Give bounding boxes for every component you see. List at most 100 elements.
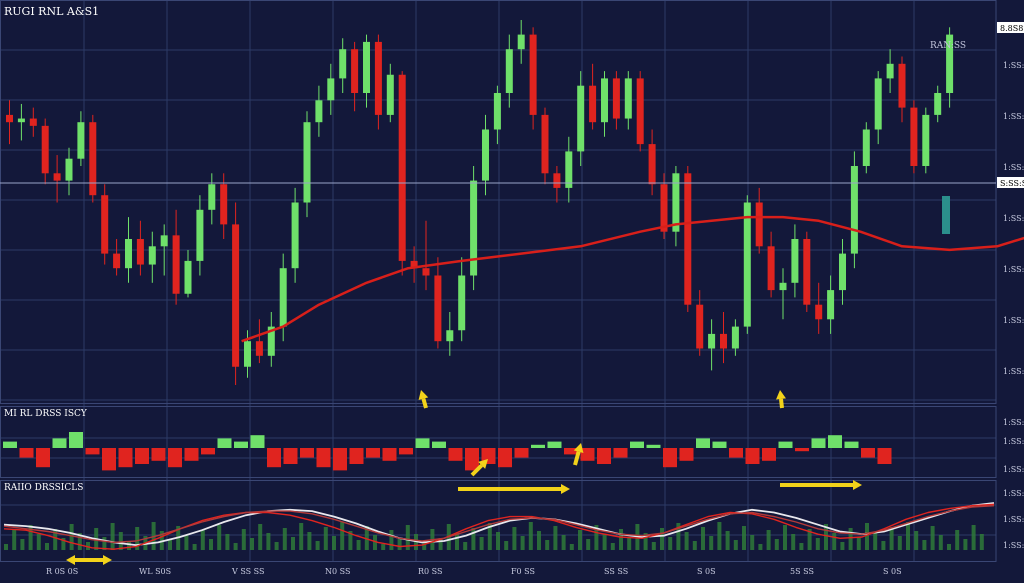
bearish-candle (29, 118, 37, 126)
bullish-candle (601, 78, 608, 123)
oscillator-volume-bar (545, 540, 550, 550)
bullish-candle (339, 49, 347, 79)
negative-histogram-bar (580, 448, 595, 461)
price-axis-tick-label: 1:SS:S (1003, 265, 1024, 274)
oscillator-volume-bar (930, 526, 935, 550)
oscillator-panel-title: RAIIO DRSSICLS (4, 483, 83, 493)
bearish-candle (172, 235, 180, 294)
negative-histogram-bar (564, 448, 578, 455)
oscillator-volume-bar (455, 533, 459, 550)
bearish-candle (113, 253, 121, 269)
oscillator-volume-bar (364, 526, 369, 550)
oscillator-volume-bar (69, 524, 74, 550)
positive-histogram-bar (712, 441, 727, 448)
oscillator-volume-bar (774, 539, 779, 550)
oscillator-volume-bar (250, 538, 254, 550)
buy-signal-arrow (573, 443, 584, 466)
oscillator-volume-bar (36, 534, 41, 550)
positive-histogram-bar (415, 438, 430, 448)
oscillator-volume-bar (53, 529, 58, 550)
negative-histogram-bar (118, 448, 133, 468)
negative-histogram-bar (85, 448, 100, 455)
price-axis-tick-label: 1:SS:S (1003, 316, 1024, 325)
arrow-head (573, 443, 584, 453)
oscillator-volume-bar (733, 540, 738, 550)
time-axis-tick-label: F0 SS (511, 567, 535, 576)
oscillator-volume-bar (783, 525, 787, 550)
bullish-candle (886, 63, 894, 79)
oscillator-volume-bar (422, 543, 427, 550)
bearish-candle (720, 333, 727, 349)
oscillator-volume-bar (569, 544, 574, 550)
oscillator-volume-bar (947, 544, 951, 550)
negative-histogram-bar (663, 448, 677, 468)
negative-histogram-bar (36, 448, 50, 468)
arrow-shaft (573, 451, 581, 466)
oscillator-volume-bar (323, 527, 328, 550)
oscillator-volume-bar (118, 532, 123, 550)
oscillator-volume-bar (676, 523, 681, 550)
current-bar-highlight (942, 196, 950, 234)
last-price-tag (997, 22, 1024, 33)
oscillator-volume-bar (692, 541, 697, 550)
bearish-candle (553, 173, 561, 188)
oscillator-volume-bar (897, 536, 902, 550)
oscillator-volume-bar (184, 535, 189, 550)
bearish-candle (696, 304, 704, 349)
oscillator-volume-bar (20, 539, 25, 550)
oscillator-axis-tick-label: 1:SS:S (1003, 489, 1024, 498)
volume-axis-tick-label: 1:SS:S (1003, 437, 1024, 446)
oscillator-volume-bar (643, 533, 648, 550)
oscillator-volume-bar (938, 535, 943, 550)
oscillator-volume-bar (389, 530, 394, 550)
bearish-candle (410, 260, 418, 269)
oscillator-volume-bar (127, 541, 131, 550)
oscillator-volume-bar (479, 537, 484, 550)
oscillator-volume-bar (586, 539, 591, 550)
oscillator-volume-bar (627, 538, 632, 550)
bearish-candle (660, 184, 668, 232)
oscillator-volume-bar (102, 537, 107, 550)
oscillator-volume-bar (815, 538, 820, 550)
oscillator-volume-bar (45, 543, 49, 550)
time-axis-tick-label: N0 SS (325, 567, 350, 576)
positive-histogram-bar (69, 432, 83, 448)
negative-histogram-bar (448, 448, 463, 461)
positive-histogram-bar (547, 441, 562, 448)
oscillator-volume-bar (12, 530, 17, 550)
positive-histogram-bar (234, 441, 248, 448)
bullish-candle (862, 129, 870, 166)
bullish-candle (493, 93, 501, 130)
oscillator-volume-bar (397, 539, 402, 550)
negative-histogram-bar (333, 448, 347, 471)
bullish-candle (196, 209, 204, 261)
marker-price-tag (997, 177, 1024, 188)
oscillator-volume-bar (791, 534, 796, 550)
oscillator-volume-bar (381, 544, 386, 550)
price-axis-tick-label: 1:SS:S (1003, 214, 1024, 223)
oscillator-volume-bar (602, 534, 607, 550)
bullish-candle (184, 260, 192, 294)
oscillator-volume-bar (266, 533, 271, 550)
oscillator-volume-bar (258, 524, 263, 550)
bullish-candle (446, 330, 454, 342)
oscillator-volume-bar (192, 544, 197, 550)
oscillator-volume-bar (709, 536, 714, 550)
oscillator-volume-bar (356, 540, 361, 550)
oscillator-volume-bar (881, 541, 886, 550)
oscillator-volume-bar (217, 525, 222, 550)
bullish-candle (708, 333, 716, 349)
oscillator-line (3, 505, 995, 544)
bearish-candle (755, 202, 763, 247)
bullish-candle (291, 202, 299, 269)
oscillator-line (3, 503, 995, 550)
bullish-candle (160, 235, 168, 247)
bearish-candle (529, 34, 537, 115)
bullish-candle (839, 253, 846, 291)
oscillator-volume-bar (610, 543, 615, 550)
bullish-candle (386, 74, 394, 115)
oscillator-volume-bar (471, 528, 476, 550)
moving-average-line (241, 215, 1024, 343)
